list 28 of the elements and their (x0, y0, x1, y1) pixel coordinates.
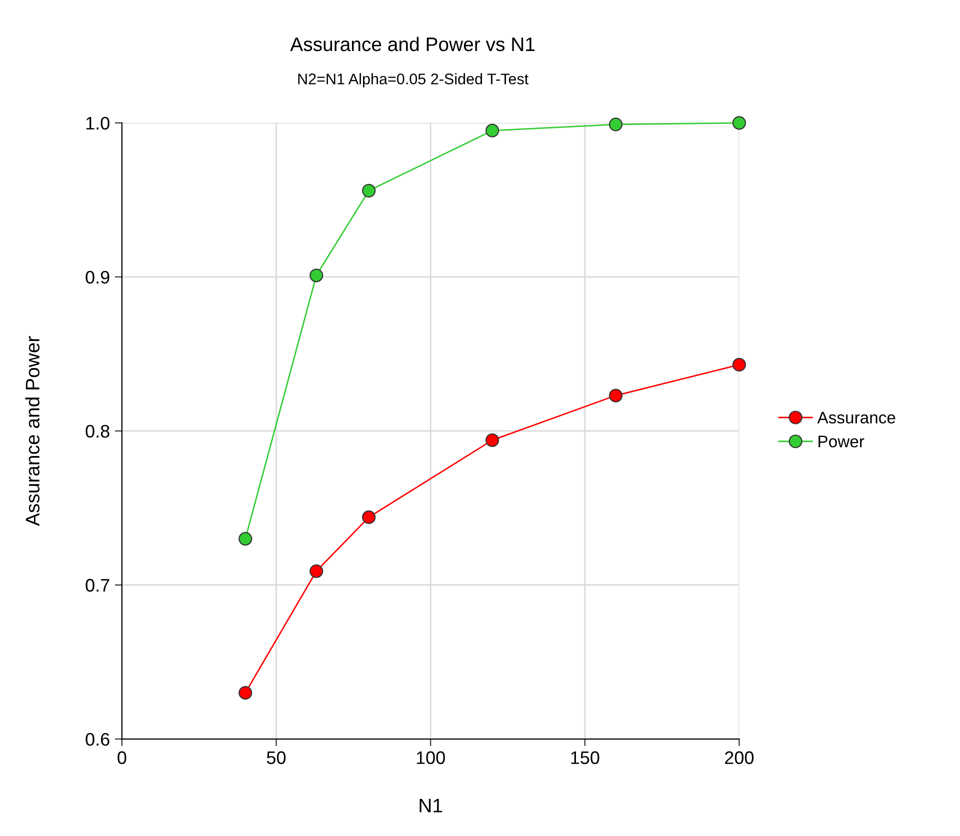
chart-subtitle: N2=N1 Alpha=0.05 2-Sided T-Test (298, 73, 528, 88)
x-axis-title: N1 (420, 798, 442, 812)
x-tick-label: 0 (118, 751, 126, 764)
chart-title: Assurance and Power vs N1 (290, 36, 535, 52)
point (310, 268, 324, 282)
y-tick-label: 0.9 (86, 270, 110, 284)
point (485, 433, 500, 448)
point (732, 358, 746, 372)
point (310, 564, 324, 578)
x-tick-label: 150 (571, 751, 600, 764)
y-axis-title: Assurance and Power (25, 336, 40, 526)
point (362, 184, 376, 198)
point (362, 510, 376, 524)
point (608, 118, 623, 132)
y-tick-label: 0.7 (86, 578, 110, 592)
point (732, 116, 746, 130)
x-tick-label: 200 (725, 751, 754, 764)
y-tick-label: 1.0 (86, 116, 110, 130)
point (608, 388, 623, 402)
point (238, 686, 252, 700)
legend-label: Assurance (817, 412, 896, 424)
x-tick-label: 50 (266, 751, 286, 764)
point (238, 532, 252, 546)
point (485, 124, 500, 138)
y-tick-label: 0.6 (86, 732, 110, 746)
x-tick-label: 100 (416, 751, 445, 764)
legend-label: Power (818, 436, 864, 448)
y-tick-label: 0.8 (86, 424, 110, 438)
